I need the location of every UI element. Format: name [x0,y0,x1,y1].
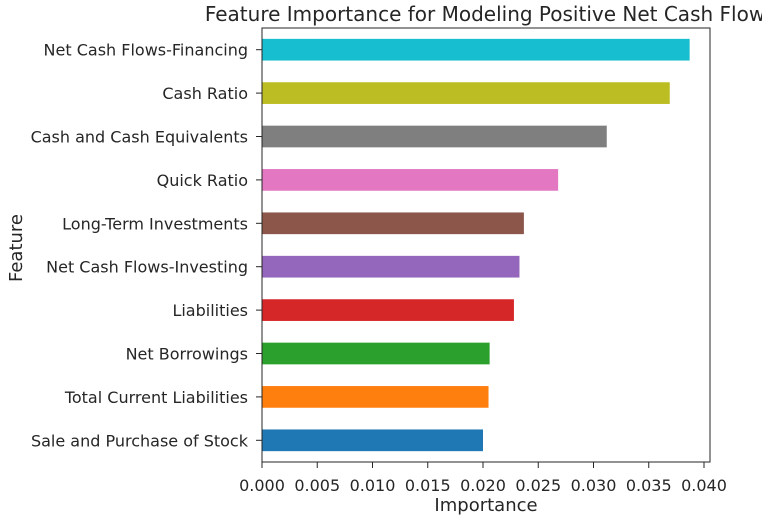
y-tick-label: Long-Term Investments [62,214,248,233]
bar-cash-ratio [262,82,670,104]
bars-layer [262,38,690,452]
y-axis-label: Feature [6,214,27,282]
bar-long-term-investments [262,212,524,235]
y-tick-label: Cash and Cash Equivalents [31,128,248,147]
y-axis: Sale and Purchase of Stock Total Current … [31,41,262,450]
y-tick-label: Net Borrowings [126,345,248,364]
bar-quick-ratio [262,169,559,191]
bar-liabilities [262,299,514,321]
y-tick-label: Liabilities [172,301,248,320]
bar-cash-and-cash-equivalents [262,125,607,148]
bar-net-cash-flows-financing [262,38,690,61]
x-tick-label: 0.005 [294,476,340,495]
x-tick-label: 0.040 [681,476,727,495]
x-tick-label: 0.025 [515,476,561,495]
bar-sale-and-purchase-of-stock [262,429,483,452]
y-tick-label: Sale and Purchase of Stock [31,431,249,450]
bar-total-current-liabilities [262,386,489,408]
x-tick-label: 0.010 [350,476,396,495]
y-tick-label: Net Cash Flows-Investing [46,258,248,277]
x-axis: 0.000 0.005 0.010 0.015 0.020 0.025 0.030 0.035… [239,462,727,495]
y-tick-label: Quick Ratio [157,171,248,190]
x-tick-label: 0.020 [460,476,506,495]
x-tick-label: 0.000 [239,476,285,495]
bar-net-borrowings [262,342,490,365]
x-axis-label: Importance [434,495,537,516]
y-tick-label: Net Cash Flows-Financing [44,41,248,60]
y-tick-label: Cash Ratio [162,84,248,103]
y-tick-label: Total Current Liabilities [64,388,248,407]
x-tick-label: 0.030 [571,476,617,495]
bar-net-cash-flows-investing [262,255,520,278]
x-tick-label: 0.015 [405,476,451,495]
chart-title: Feature Importance for Modeling Positive… [205,2,762,26]
plot-frame [261,27,711,463]
x-tick-label: 0.035 [626,476,672,495]
